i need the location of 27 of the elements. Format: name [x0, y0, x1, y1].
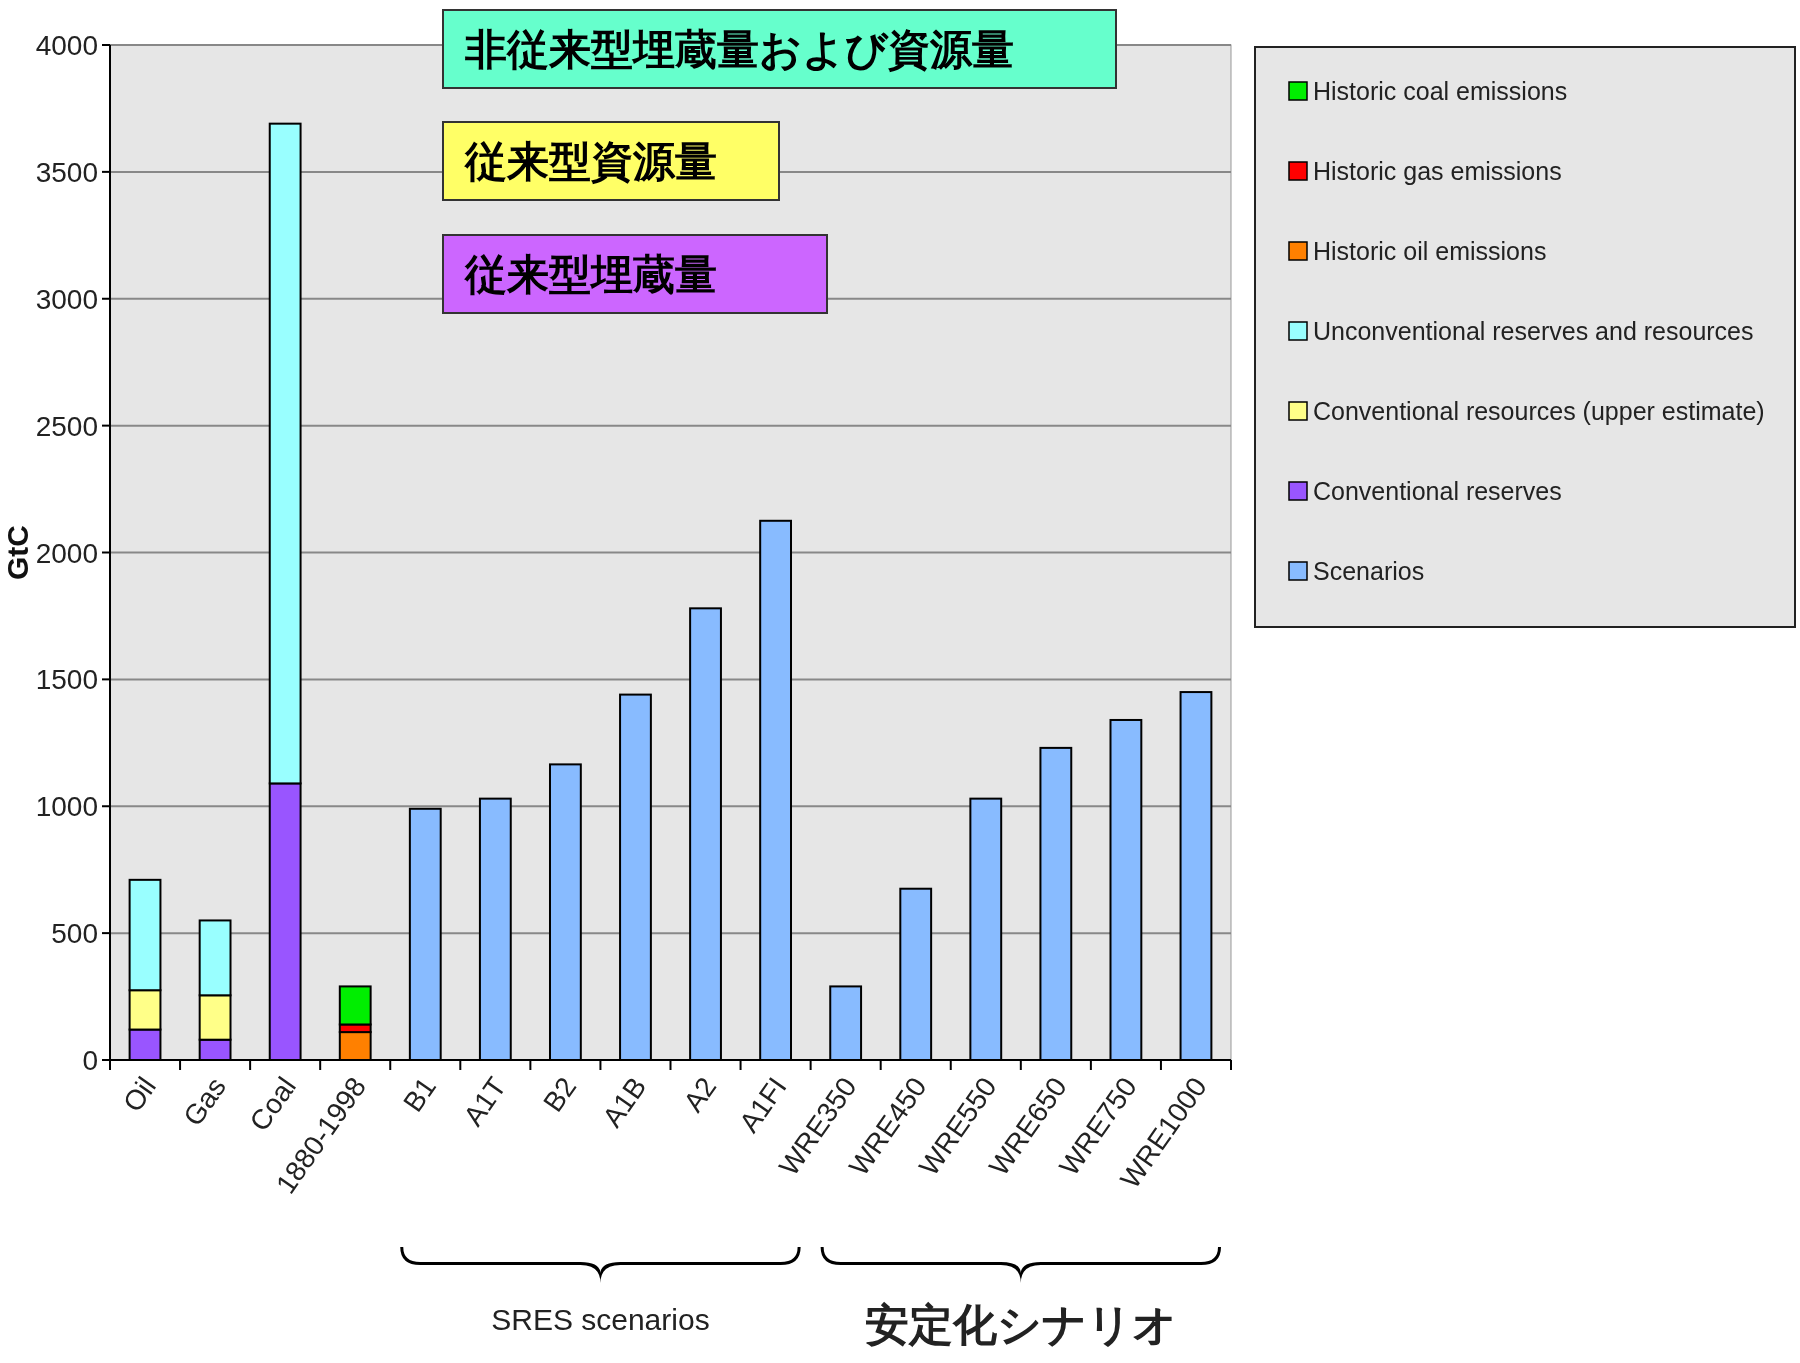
x-tick-label: B2: [537, 1071, 583, 1118]
text: SRES scenarios: [491, 1303, 710, 1336]
y-tick-label: 2500: [35, 410, 98, 442]
y-tick-label: 2000: [35, 537, 98, 569]
x-tick-label: B1: [397, 1071, 443, 1118]
y-tick-label: 0: [82, 1045, 98, 1076]
y-tick-label: 4000: [35, 30, 98, 61]
legend-label: Conventional reserves: [1313, 477, 1562, 505]
x-tick-label: Oil: [116, 1071, 162, 1118]
y-tick-label: 3500: [35, 156, 98, 188]
legend-label: Historic oil emissions: [1313, 237, 1547, 265]
legend-label: Historic gas emissions: [1313, 157, 1562, 185]
annotation: 従来型資源量: [464, 137, 717, 186]
y-tick-label: 1500: [35, 664, 98, 696]
y-tick-label: 1000: [35, 791, 98, 823]
y-axis-title: GtC: [1, 525, 34, 580]
y-tick-label: 3000: [35, 283, 98, 315]
x-tick-label: A2: [677, 1071, 723, 1118]
x-tick-label: Gas: [177, 1071, 233, 1132]
legend-label: Scenarios: [1313, 557, 1425, 585]
annotation: 従来型埋蔵量: [464, 250, 717, 299]
legend-label: Historic coal emissions: [1313, 77, 1568, 105]
text: 安定化シナリオ: [864, 1299, 1177, 1350]
legend-label: Unconventional reserves and resources: [1313, 317, 1754, 345]
legend-label: Conventional resources (upper estimate): [1313, 397, 1765, 425]
annotation: 非従来型埋蔵量および資源量: [464, 25, 1014, 74]
y-tick-label: 500: [51, 918, 98, 950]
